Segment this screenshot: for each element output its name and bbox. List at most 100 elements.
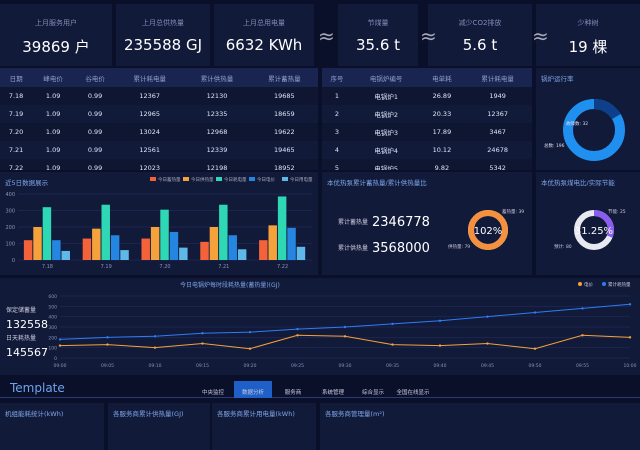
cell: 7.19 <box>8 110 24 118</box>
cell: 1 <box>322 87 352 105</box>
bar <box>160 209 169 260</box>
kpi-card: 上月总用电量 6632 KWh <box>214 4 314 66</box>
cell: 13024 <box>116 123 184 141</box>
ring-value <box>574 210 614 250</box>
cell: 17.89 <box>420 123 464 141</box>
cell: 26.89 <box>420 87 464 105</box>
nav-tab[interactable]: 全国在线显示 <box>396 390 430 396</box>
kpi-label: 上月总供热量 <box>142 19 184 27</box>
bar <box>268 225 277 260</box>
cell: 12367 <box>116 87 184 105</box>
x-tick-label: 09:35 <box>386 363 399 369</box>
ring-center: 102% <box>474 226 503 237</box>
kpi-value: 19 棵 <box>568 38 608 56</box>
kpi-label: 节煤量 <box>367 19 389 27</box>
panel-title: 近5日数据展示 <box>5 179 49 187</box>
nav-tab[interactable]: 中央监控 <box>201 390 224 396</box>
nav-tab[interactable]: 综合显示 <box>361 390 384 396</box>
point <box>533 347 537 350</box>
x-tick-label: 09:20 <box>244 363 257 369</box>
kpi-card: 节煤量 35.6 t <box>338 4 418 66</box>
table-row: 7.21 1.09 0.99 12561 12339 19465 <box>0 141 318 159</box>
ring-label: 故障数: 32 <box>566 120 588 127</box>
table-row: 5 电锅炉5 9.82 5342 <box>322 159 532 170</box>
cell: 0.99 <box>74 123 117 141</box>
line <box>59 303 631 340</box>
cell: 12023 <box>116 159 184 170</box>
kpi-value: 6632 KWh <box>225 36 303 54</box>
bar <box>150 227 160 260</box>
ring-note: 节能: 25 <box>608 208 626 215</box>
x-tick-label: 7.18 <box>42 264 53 270</box>
cell: 12968 <box>183 123 251 141</box>
point <box>391 322 394 326</box>
x-tick-label: 09:55 <box>576 363 589 369</box>
legend-swatch <box>216 177 222 181</box>
bar <box>101 204 110 260</box>
cell: 7.18 <box>0 87 33 105</box>
kpi-value: 35.6 t <box>355 36 401 54</box>
legend-dot <box>602 282 606 286</box>
column-header: 电单耗 <box>420 68 464 87</box>
point <box>248 347 252 350</box>
ring-value <box>468 210 508 250</box>
bottom-panel: 机组能耗统计(kWh) <box>0 403 104 450</box>
column-header: 日期 <box>0 68 33 87</box>
bar <box>52 240 61 260</box>
column-header: 累计供热量 <box>183 68 251 87</box>
point <box>106 336 109 339</box>
cell: 电锅炉3 <box>351 123 421 141</box>
x-tick-label: 09:15 <box>196 363 209 369</box>
table-row: 7.18 1.09 0.99 12367 12130 19685 <box>0 87 318 105</box>
table-row: 3 电锅炉3 17.89 3467 <box>322 123 532 141</box>
kpi-card: 减少CO2排放 5.6 t <box>428 4 532 66</box>
bar <box>259 240 268 260</box>
cell: 1.09 <box>32 159 75 170</box>
point <box>581 334 584 337</box>
cell: 12561 <box>139 146 161 154</box>
x-tick-label: 09:25 <box>291 363 304 369</box>
header-row: 日期 峰电价 谷电价 累计耗电量 累计供热量 累计蓄热量 <box>0 68 318 87</box>
chart: 102% 蓄热量: 39 供热量: 79 累计蓄热量 2346778 累计供热量 35680… <box>338 208 524 256</box>
legend-label: 今日电价 <box>257 176 275 183</box>
point <box>153 346 157 349</box>
cell: 12130 <box>183 87 251 105</box>
bar <box>33 227 42 260</box>
bar <box>277 196 287 260</box>
cell: 12965 <box>139 110 161 118</box>
line-panel: 今日电锅炉每时段耗热量(蓄热量)(GJ) 保定储蓄量 132558 日天耗热量 1455… <box>0 278 640 375</box>
point <box>106 343 109 346</box>
cell: 7.21 <box>8 146 24 154</box>
x-tick-label: 09:30 <box>339 363 352 369</box>
ring-label: 总数: 196 <box>544 142 565 149</box>
point <box>343 335 347 338</box>
ring-panel: 本优热泵累计蓄热量/累计供热量比 102% 蓄热量: 39 供热量: 79 累计蓄热量 2… <box>322 172 532 275</box>
cell: 0.99 <box>74 87 117 105</box>
side-value: 132558 <box>6 318 48 331</box>
nav-tab[interactable]: 数据分析 <box>234 381 272 398</box>
cell: 19685 <box>250 87 318 105</box>
point <box>248 330 252 334</box>
x-tick-label: 7.22 <box>277 264 288 270</box>
cell: 0.99 <box>87 110 103 118</box>
column-header: 序号 <box>322 68 352 87</box>
legend-label: 今日耗电量 <box>224 176 247 183</box>
boiler-table: 序号 电锅炉编号 电单耗 累计耗电量 1 电锅炉1 26.89 1949 2 电锅炉2 20.33 1… <box>322 68 532 170</box>
point <box>628 336 632 339</box>
ring-panel: 本优热泵煤电比/实际节能 31.25% 节能: 25 预计: 80 <box>536 172 640 275</box>
cell: 10.12 <box>432 146 452 154</box>
table-row: 2 电锅炉2 20.33 12367 <box>322 105 532 123</box>
bar <box>110 235 120 260</box>
nav-tab[interactable]: 系统管理 <box>321 390 344 396</box>
table: 日期 峰电价 谷电价 累计耗电量 累计供热量 累计蓄热量 7.18 1.09 0.99 12367… <box>0 68 318 170</box>
point <box>391 343 394 346</box>
point <box>201 342 204 345</box>
cell: 18952 <box>250 159 318 170</box>
point <box>486 315 489 318</box>
cell: 12198 <box>183 159 251 170</box>
chart: 31.25% 节能: 25 预计: 80 <box>554 208 626 250</box>
kpi-value: 235588 GJ <box>123 36 203 54</box>
nav-tab[interactable]: 服务商 <box>284 390 302 396</box>
chart: 0 100 200 300 400 7.18 7.19 7.20 7.21 7.22 今日蓄热量 今日… <box>5 176 313 270</box>
